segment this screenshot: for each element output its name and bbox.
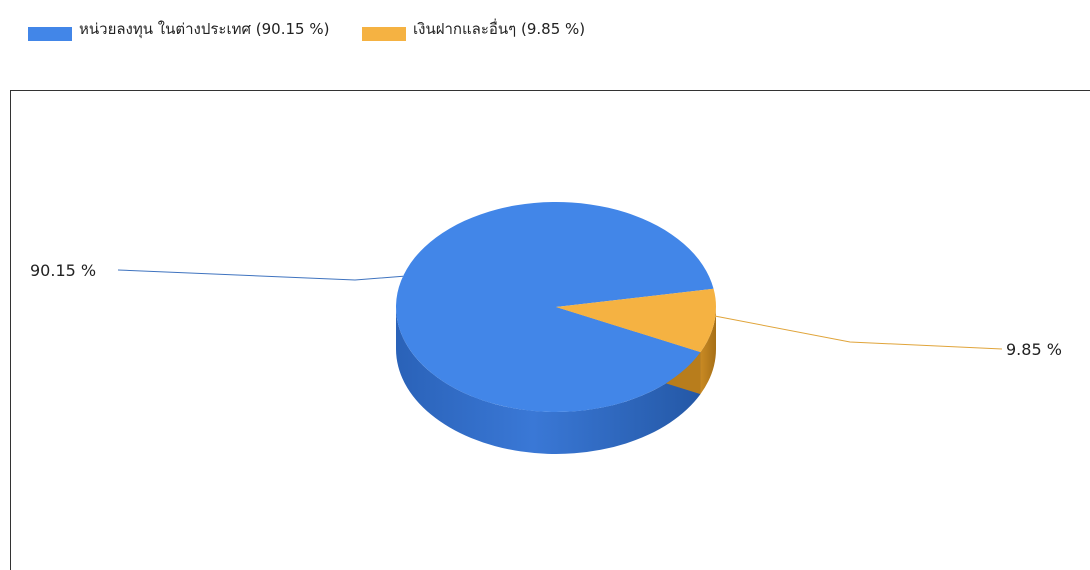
data-label-foreign-investment-units: 90.15 % xyxy=(30,261,96,280)
legend-swatch-deposits-and-others xyxy=(362,27,406,41)
chart-plot-area xyxy=(10,90,1090,570)
data-label-deposits-and-others: 9.85 % xyxy=(1006,340,1062,359)
legend-label-foreign-investment-units: หน่วยลงทุน ในต่างประเทศ (90.15 %) xyxy=(79,20,330,38)
leader-line-deposits-and-others xyxy=(715,315,1003,350)
pie-slices xyxy=(395,201,716,412)
legend-swatch-foreign-investment-units xyxy=(28,27,72,41)
legend-label-deposits-and-others: เงินฝากและอื่นๆ (9.85 %) xyxy=(413,20,586,38)
pie-slice-deposits-and-others[interactable] xyxy=(556,288,716,353)
legend-item-deposits-and-others[interactable]: เงินฝากและอื่นๆ (9.85 %) xyxy=(362,22,585,41)
pie-slice-foreign-investment-units[interactable] xyxy=(395,201,714,412)
chart-legend: หน่วยลงทุน ในต่างประเทศ (90.15 %) เงินฝา… xyxy=(28,22,603,41)
pie-side-deposits-and-others xyxy=(700,307,716,395)
pie-side-foreign-investment-units xyxy=(396,307,701,454)
legend-item-foreign-investment-units[interactable]: หน่วยลงทุน ในต่างประเทศ (90.15 %) xyxy=(28,22,344,41)
pie-data-labels: 90.15 % 9.85 % xyxy=(30,261,1062,359)
leader-line-foreign-investment-units xyxy=(117,269,404,281)
